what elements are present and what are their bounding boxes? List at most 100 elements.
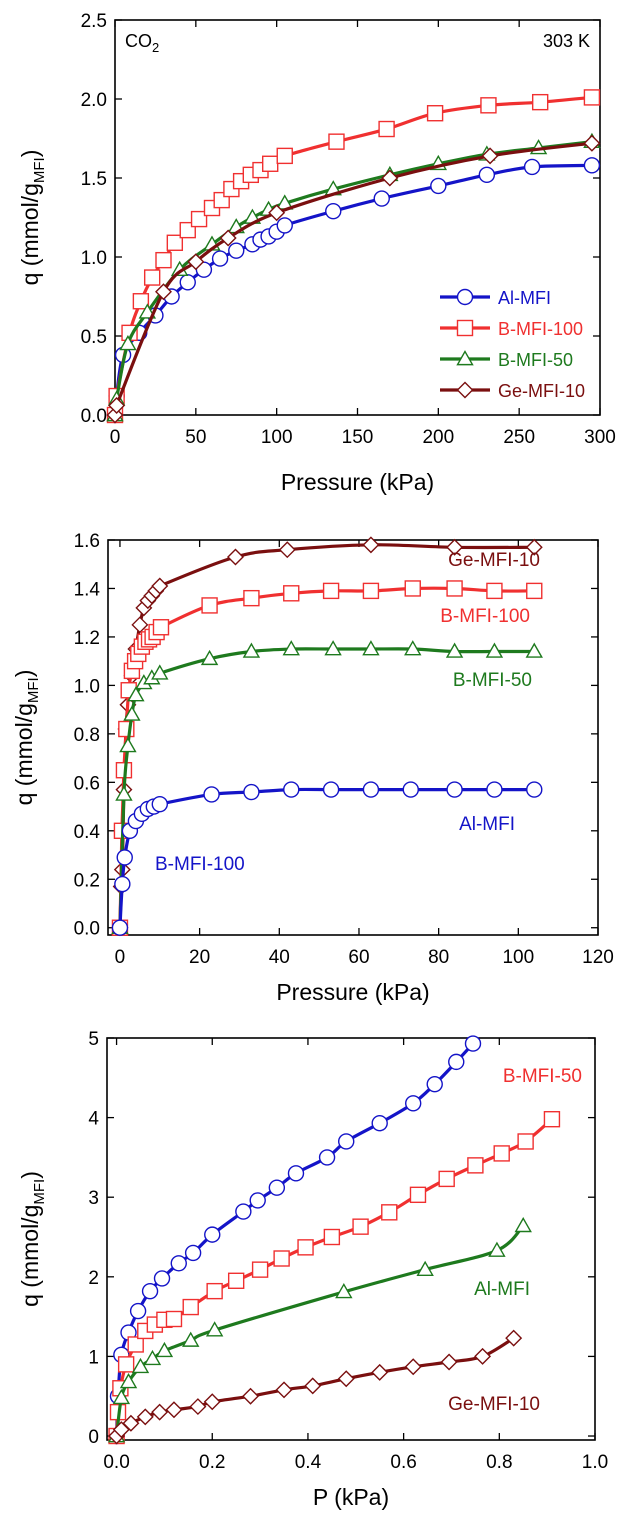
data-point [151, 577, 169, 595]
data-point [445, 642, 464, 658]
y-tick-label: 2 [88, 1268, 99, 1289]
data-point [352, 1218, 369, 1235]
x-tick-label: 0.8 [486, 1452, 512, 1473]
data-point [480, 97, 497, 114]
x-axis: 0 20 40 60 80 100 120 [115, 540, 614, 968]
y-axis-title: q (mmol/gMFI) [11, 670, 42, 806]
y-tick-label: 2.0 [81, 90, 107, 111]
data-point [404, 1358, 422, 1376]
gas-label: CO2 [125, 31, 159, 55]
panel-low-pressure: 0.0 0.2 0.4 0.6 0.8 1.0 0 1 2 3 4 5 P (kPa) q (mmol/g… [17, 854, 608, 1510]
y-tick-label: 0.4 [74, 822, 101, 843]
y-tick-label: 0.2 [74, 870, 100, 891]
x-tick-label: 100 [502, 947, 534, 968]
legend-marker [456, 381, 474, 399]
x-axis-title: Pressure (kPa) [281, 469, 434, 495]
series-b-mfi-100: B-MFI-100 [111, 580, 543, 936]
x-tick-label: 0 [115, 947, 126, 968]
data-point [404, 1095, 422, 1112]
x-tick-label: 200 [422, 427, 454, 448]
data-point [426, 105, 444, 122]
data-point [187, 253, 205, 271]
data-point [243, 589, 260, 607]
y-axis-title-close: ) [11, 670, 37, 678]
series-label: Al-MFI [474, 1279, 530, 1300]
legend-marker [456, 319, 474, 337]
x-tick-label: 20 [189, 947, 210, 968]
data-point [478, 166, 496, 184]
series-line [111, 141, 593, 419]
data-point [416, 1260, 434, 1276]
series-label: Al-MFI [459, 814, 515, 835]
data-point [381, 1204, 398, 1221]
data-point [273, 1250, 290, 1267]
series-label: B-MFI-100 [440, 606, 530, 627]
series-ge-mfi-10 [106, 134, 601, 424]
x-tick-label: 1.0 [582, 1452, 608, 1473]
data-point [505, 1329, 523, 1347]
data-point [318, 1149, 336, 1166]
data-point [446, 781, 463, 798]
data-point [446, 580, 463, 597]
x-tick-label: 80 [428, 947, 449, 968]
data-point [127, 686, 145, 702]
data-point [182, 1298, 199, 1316]
data-point [514, 1216, 532, 1233]
data-point [166, 234, 184, 251]
data-point [371, 1114, 388, 1132]
data-point [153, 1270, 171, 1287]
data-point [322, 582, 340, 600]
data-point [297, 1239, 314, 1256]
y-axis-title: q (mmol/gMFI) [17, 150, 48, 286]
data-point [304, 1377, 322, 1395]
gas-label-main: CO [125, 31, 152, 51]
data-point [227, 1272, 245, 1289]
x-tick-label: 250 [503, 427, 535, 448]
series-label: Ge-MFI-10 [448, 1394, 540, 1415]
data-point [525, 642, 543, 658]
data-point [276, 147, 293, 165]
data-point [143, 1349, 162, 1366]
data-point [189, 1398, 207, 1416]
data-point [583, 89, 601, 106]
data-point [219, 229, 237, 247]
y-tick-label: 1.0 [81, 248, 107, 269]
data-point [211, 250, 229, 267]
data-point [324, 640, 342, 656]
data-point [543, 1110, 561, 1128]
y-tick-label: 0.6 [74, 773, 100, 794]
y-tick-label: 5 [88, 1029, 99, 1050]
data-point [123, 705, 141, 721]
y-axis-title-close: ) [17, 150, 43, 158]
data-point [531, 93, 549, 111]
data-point [282, 640, 300, 656]
data-point [328, 133, 345, 150]
data-point [122, 1414, 140, 1432]
data-point [523, 158, 541, 176]
data-point [583, 157, 601, 174]
data-point [151, 1403, 169, 1421]
data-point [251, 1261, 269, 1278]
data-point [201, 597, 218, 614]
y-axis-title-sub: MFI [25, 677, 42, 703]
x-tick-label: 0.6 [390, 1452, 416, 1473]
data-point [402, 781, 419, 798]
y-tick-label: 1.5 [81, 169, 107, 190]
data-point [119, 334, 137, 351]
data-point [486, 781, 503, 798]
data-point [131, 1357, 150, 1374]
data-point [115, 785, 133, 801]
data-point [129, 1302, 147, 1320]
y-tick-label: 0.0 [74, 919, 100, 940]
data-point [517, 1133, 534, 1150]
data-point [136, 1408, 154, 1426]
y-tick-label: 1.4 [74, 579, 101, 600]
data-point [409, 1186, 427, 1204]
temperature-label: 303 K [543, 31, 590, 51]
data-point [262, 155, 279, 172]
y-tick-label: 0.0 [81, 406, 107, 427]
legend-label: B-MFI-50 [498, 350, 573, 370]
x-tick-label: 100 [261, 427, 293, 448]
data-point [481, 147, 499, 165]
x-axis: 0.0 0.2 0.4 0.6 0.8 1.0 [103, 1038, 608, 1473]
